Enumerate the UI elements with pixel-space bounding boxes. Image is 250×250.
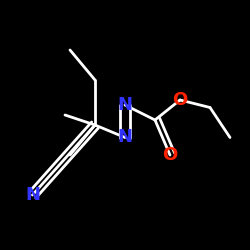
Text: N: N xyxy=(118,128,132,146)
Text: O: O xyxy=(172,91,188,109)
Text: N: N xyxy=(118,96,132,114)
Text: N: N xyxy=(25,186,40,204)
Text: O: O xyxy=(162,146,178,164)
